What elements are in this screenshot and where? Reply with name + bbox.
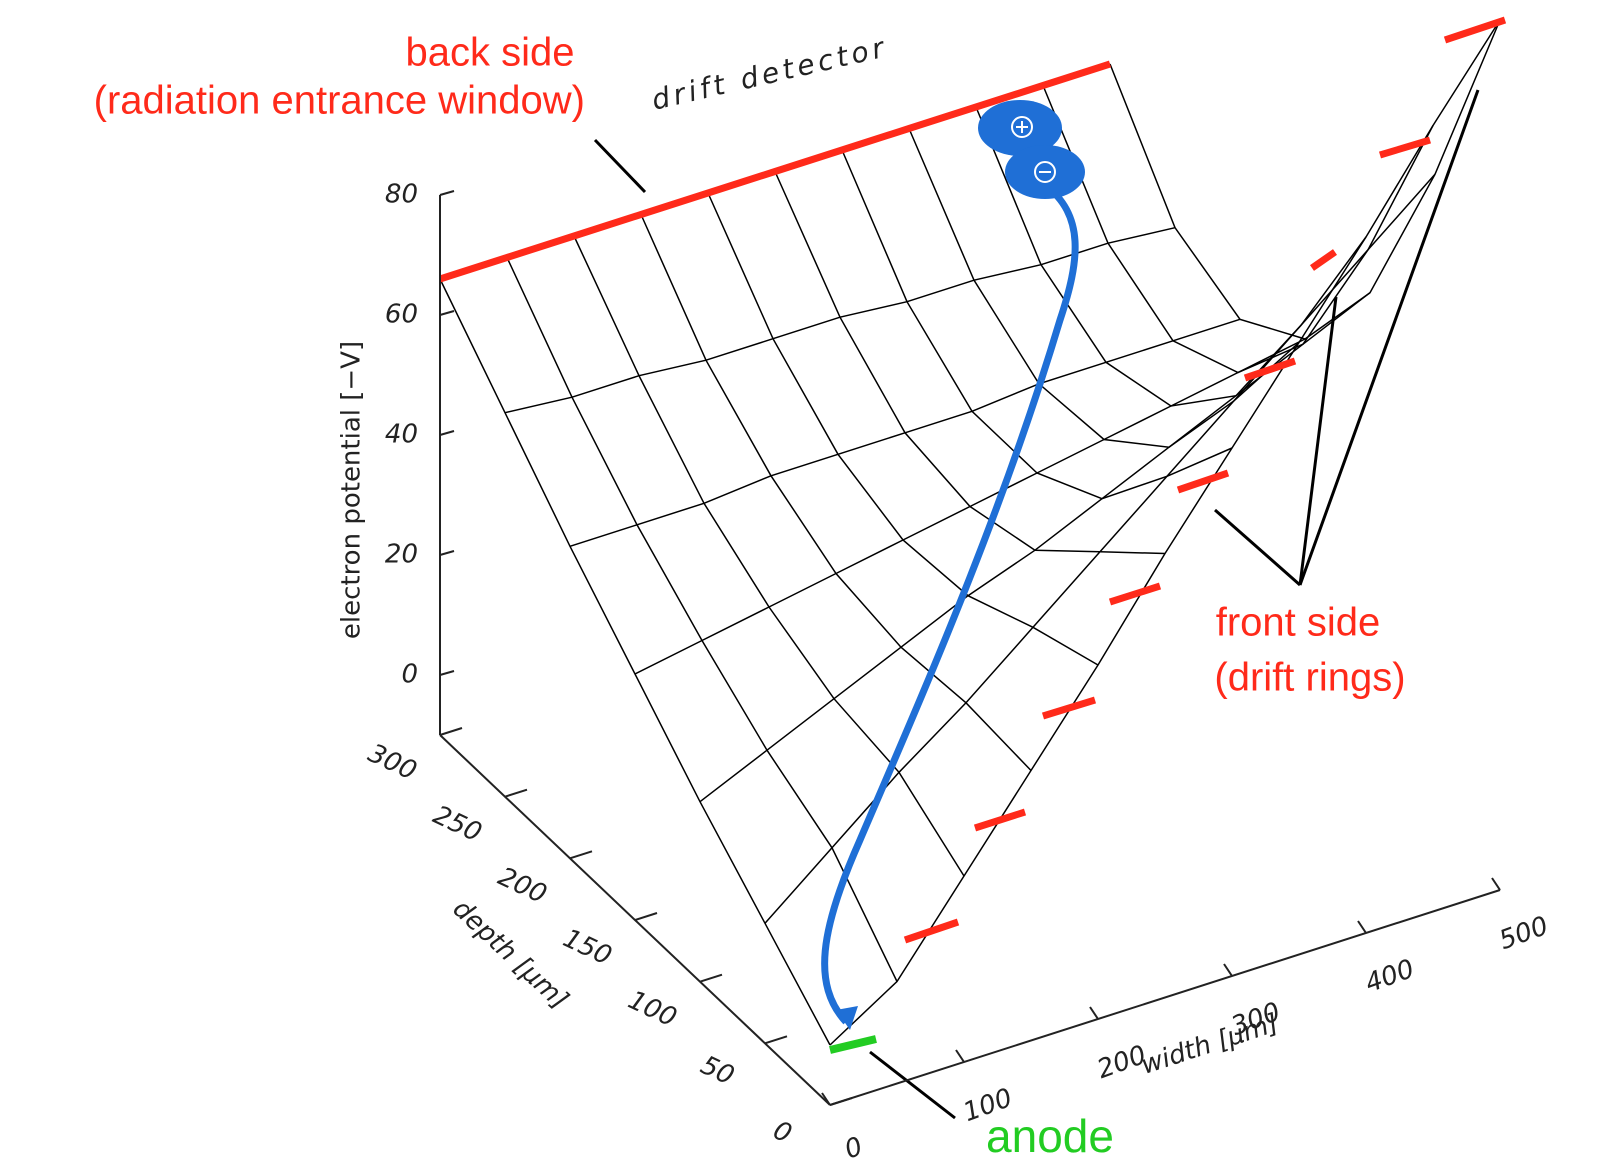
- drift-ring: [1176, 469, 1230, 494]
- drift-ring: [1310, 249, 1337, 271]
- mesh-line: [764, 173, 1436, 924]
- drift-rings: [903, 16, 1507, 944]
- y-tick-label: 300: [363, 738, 421, 786]
- z-tick-label: 0: [401, 660, 418, 690]
- chart-title: drift detector: [649, 30, 891, 116]
- z-tick-label: 80: [385, 180, 418, 210]
- x-tick: [1089, 1006, 1099, 1020]
- mesh-line: [573, 235, 965, 877]
- y-tick: [504, 788, 528, 798]
- mesh-line: [774, 171, 1166, 555]
- drift-ring: [903, 918, 960, 944]
- z-tick-label: 40: [385, 420, 418, 450]
- drift-ring: [1108, 582, 1162, 606]
- mesh-line: [707, 192, 1099, 666]
- anode-electrode: [829, 1035, 877, 1054]
- y-tick: [569, 850, 593, 860]
- drift-ring: [1041, 696, 1097, 720]
- drift-path: [821, 100, 1085, 1030]
- y-tick-label: 50: [696, 1050, 739, 1091]
- x-tick-label: 500: [1495, 911, 1552, 956]
- y-tick-label: 100: [623, 985, 681, 1033]
- z-tick-label: 60: [385, 300, 418, 330]
- z-tick: [439, 430, 455, 436]
- x-tick: [1357, 920, 1367, 934]
- callout-line: [869, 1050, 956, 1120]
- x-axis: [829, 889, 1501, 1106]
- back-side-edge: [438, 60, 1112, 283]
- y-axis-label: depth [μm]: [447, 894, 574, 1016]
- surface: [438, 19, 1501, 1046]
- mesh-line: [640, 214, 1032, 772]
- mesh-line: [439, 278, 831, 1046]
- z-tick-label: 20: [385, 540, 418, 570]
- callout-line: [1298, 296, 1338, 586]
- drift-ring: [973, 808, 1027, 832]
- arrow-head: [836, 1006, 858, 1030]
- y-tick: [634, 912, 658, 921]
- x-tick-label: 400: [1361, 954, 1418, 999]
- z-tick: [439, 190, 455, 196]
- mesh-line: [829, 19, 1501, 1046]
- y-tick: [764, 1035, 788, 1045]
- y-tick: [699, 973, 723, 983]
- z-tick: [439, 670, 455, 676]
- mesh-line: [1109, 19, 1501, 340]
- x-tick-label: 0: [841, 1132, 867, 1166]
- mesh-line: [841, 149, 1233, 500]
- callout-line: [593, 138, 647, 194]
- drift-ring: [1443, 16, 1507, 44]
- minus-icon: [1034, 161, 1056, 183]
- callout-line: [1298, 89, 1480, 586]
- annotation: anode: [986, 1110, 1114, 1162]
- callout-line: [1214, 508, 1301, 587]
- x-tick: [821, 1092, 831, 1106]
- y-tick-label: 150: [558, 923, 616, 971]
- mesh-line: [908, 128, 1300, 448]
- mesh-line: [975, 106, 1367, 407]
- plus-icon: [1011, 116, 1033, 138]
- annotation: (radiation entrance window): [94, 79, 585, 123]
- x-tick: [955, 1049, 965, 1063]
- annotation: (drift rings): [1214, 656, 1405, 700]
- y-tick-label: 200: [493, 862, 551, 910]
- mesh-line: [1042, 85, 1434, 374]
- x-tick: [1491, 877, 1501, 891]
- y-tick-label: 250: [428, 800, 486, 848]
- annotation: front side: [1216, 601, 1381, 645]
- x-tick: [1223, 963, 1233, 977]
- z-tick: [439, 310, 455, 316]
- y-tick: [439, 727, 463, 736]
- y-tick-label: 0: [768, 1115, 796, 1149]
- drift-trajectory: [821, 182, 1079, 1025]
- mesh-line: [506, 257, 898, 982]
- annotation: back side: [406, 31, 575, 75]
- z-axis-label: electron potential [−V]: [337, 341, 367, 639]
- decorations: [593, 16, 1507, 1120]
- drift-ring: [1243, 357, 1297, 382]
- z-tick: [439, 550, 455, 556]
- drift-ring: [1378, 136, 1432, 159]
- x-tick-label: 200: [1093, 1040, 1150, 1085]
